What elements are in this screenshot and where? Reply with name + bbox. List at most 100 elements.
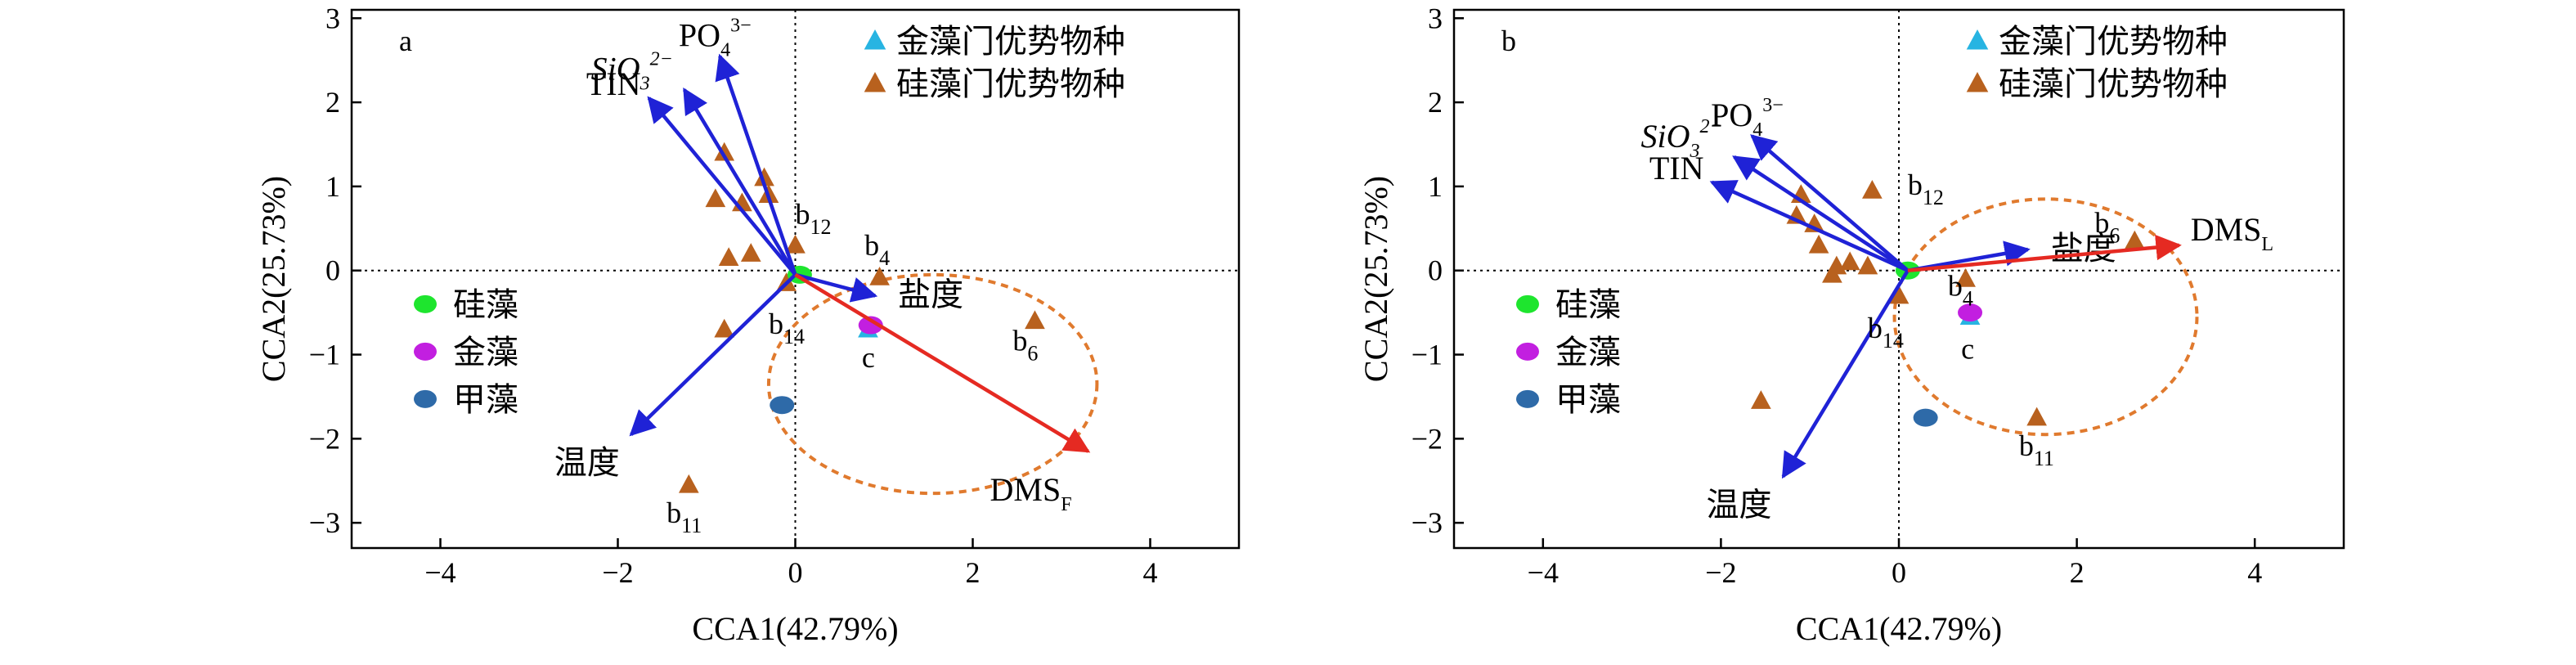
sample-point-label-text: b xyxy=(2019,429,2034,462)
env-vector-arrow xyxy=(647,96,797,276)
env-vector-label-text: 盐度 xyxy=(898,276,963,314)
x-tick-label: 0 xyxy=(1892,556,1906,589)
x-axis-title: CCA1(42.79%) xyxy=(1796,610,2002,647)
y-tick-label: −3 xyxy=(1411,506,1443,539)
env-vector-label: 温度 xyxy=(554,444,620,482)
x-tick-label: −4 xyxy=(1528,556,1559,589)
diatom-species-marker xyxy=(718,247,739,267)
env-vector-arrow xyxy=(629,273,797,437)
sample-point-label: b6 xyxy=(1012,324,1038,365)
sample-point-label-text: b xyxy=(1908,168,1923,201)
env-vector-label-text: SiO xyxy=(1641,118,1690,155)
y-tick-label: 1 xyxy=(325,170,340,203)
legend-species-marker xyxy=(1966,72,1989,92)
env-vector-label-text: PO xyxy=(1711,97,1752,133)
legend-group-label: 金藻 xyxy=(1555,334,1621,371)
diatom-species-marker xyxy=(1751,390,1771,409)
legend-group-label: 硅藻 xyxy=(453,286,518,324)
env-vector-subscript: 4 xyxy=(1752,119,1762,141)
env-vector-subscript: 3 xyxy=(1690,141,1700,162)
env-vector-label: SiO32− xyxy=(1641,116,1723,162)
diatom-species-marker xyxy=(754,167,774,186)
sample-point-label-text: b xyxy=(2094,206,2109,239)
panel-label: a xyxy=(399,25,412,57)
dms-vector-label-text: DMS xyxy=(2191,211,2262,248)
legend-group-label: 甲藻 xyxy=(1555,381,1621,419)
cca-panel-a: −4 −2 0 2 4−3−2−10123CCA1(42.79%)CCA2(25.73%… xyxy=(255,2,1241,647)
env-vector-arrow xyxy=(715,53,797,276)
legend-group-marker xyxy=(1516,294,1539,313)
env-vector-label-text: TIN xyxy=(586,65,641,102)
cluster-ellipse xyxy=(766,272,1099,496)
sample-point-subscript: 6 xyxy=(2109,223,2120,247)
diatom-species-marker xyxy=(1888,285,1910,304)
dms-vector-subscript: L xyxy=(2261,234,2273,255)
sample-point-label-text: b xyxy=(1868,312,1883,344)
x-tick-label: −2 xyxy=(602,556,633,589)
env-vector-label: PO43− xyxy=(679,16,752,61)
env-vector-label-text: 温度 xyxy=(1707,487,1772,524)
cluster-ellipse xyxy=(1892,197,2199,437)
x-tick-label: 2 xyxy=(966,556,981,589)
y-tick-label: 0 xyxy=(1428,254,1443,287)
env-vector-superscript: 2− xyxy=(650,49,673,70)
y-axis-title: CCA2(25.73%) xyxy=(1358,176,1394,382)
env-vector-arrow xyxy=(682,87,797,276)
diatom-species-marker xyxy=(714,318,735,338)
legend-species-marker xyxy=(1966,29,1989,50)
sample-point-subscript: 4 xyxy=(1963,287,1973,311)
sample-point-subscript: 4 xyxy=(879,246,890,270)
dms-vector-subscript: F xyxy=(1061,494,1071,515)
diatom-species-marker xyxy=(1025,310,1045,330)
sample-point-label: b12 xyxy=(796,198,832,239)
legend-species-marker xyxy=(864,29,886,50)
diatom-species-marker xyxy=(705,188,726,208)
x-tick-label: −2 xyxy=(1705,556,1736,589)
diatom-species-marker xyxy=(714,142,735,161)
sample-point-label-text: b xyxy=(769,308,783,340)
legend-species-marker xyxy=(864,72,886,92)
diatom-species-marker xyxy=(1808,234,1829,254)
env-vector-superscript: 3− xyxy=(1762,95,1784,116)
sample-point-subscript: 14 xyxy=(1883,329,1904,353)
legend-group-label: 金藻 xyxy=(453,334,518,371)
diatom-species-marker xyxy=(1862,180,1883,199)
diatom-species-marker xyxy=(1839,251,1860,271)
sample-point-label-text: c xyxy=(862,341,875,374)
y-tick-label: −2 xyxy=(1411,422,1443,455)
env-vector-label-text: SiO xyxy=(591,51,640,88)
x-axis-title: CCA1(42.79%) xyxy=(692,610,898,647)
diatom-species-marker xyxy=(2124,230,2145,249)
sample-point-subscript: 12 xyxy=(1923,186,1944,209)
x-tick-label: −4 xyxy=(424,556,456,589)
dms-vector-label: DMSF xyxy=(990,471,1071,515)
env-vector-superscript: 3− xyxy=(730,16,752,37)
diatom-species-marker xyxy=(2026,407,2047,426)
x-tick-label: 4 xyxy=(1143,556,1158,589)
legend-group-marker xyxy=(1516,389,1539,408)
x-tick-label: 2 xyxy=(2070,556,2085,589)
diatom-species-marker xyxy=(1822,263,1842,283)
dms-vector-label-text: DMS xyxy=(990,471,1061,508)
sample-point-subscript: 6 xyxy=(1027,341,1038,365)
sample-point-label: b4 xyxy=(1948,270,1973,311)
y-tick-label: 3 xyxy=(1428,2,1443,34)
x-tick-label: 0 xyxy=(788,556,803,589)
diatom-species-marker xyxy=(1955,268,1976,287)
y-tick-label: 2 xyxy=(325,86,340,119)
env-vector-label-text: TIN xyxy=(1649,150,1704,186)
dinoflagellate-group-point xyxy=(1913,408,1938,427)
legend-group-marker xyxy=(1516,342,1539,361)
legend-group-label: 硅藻 xyxy=(1555,286,1621,324)
diatom-species-marker xyxy=(785,234,806,254)
env-vector-label: TIN xyxy=(586,65,641,102)
sample-point-label: b14 xyxy=(1868,312,1904,353)
sample-point-label: b4 xyxy=(864,229,890,270)
y-tick-label: 2 xyxy=(1428,86,1443,119)
env-vector-arrow xyxy=(1781,269,1910,479)
env-vector-label-text: PO xyxy=(679,17,720,54)
cca-panel-b: −4 −2 0 2 4−3−2−10123CCA1(42.79%)CCA2(25.73%… xyxy=(1358,2,2345,647)
env-vector-label: 温度 xyxy=(1707,487,1772,524)
env-vector-arrow xyxy=(794,272,878,303)
